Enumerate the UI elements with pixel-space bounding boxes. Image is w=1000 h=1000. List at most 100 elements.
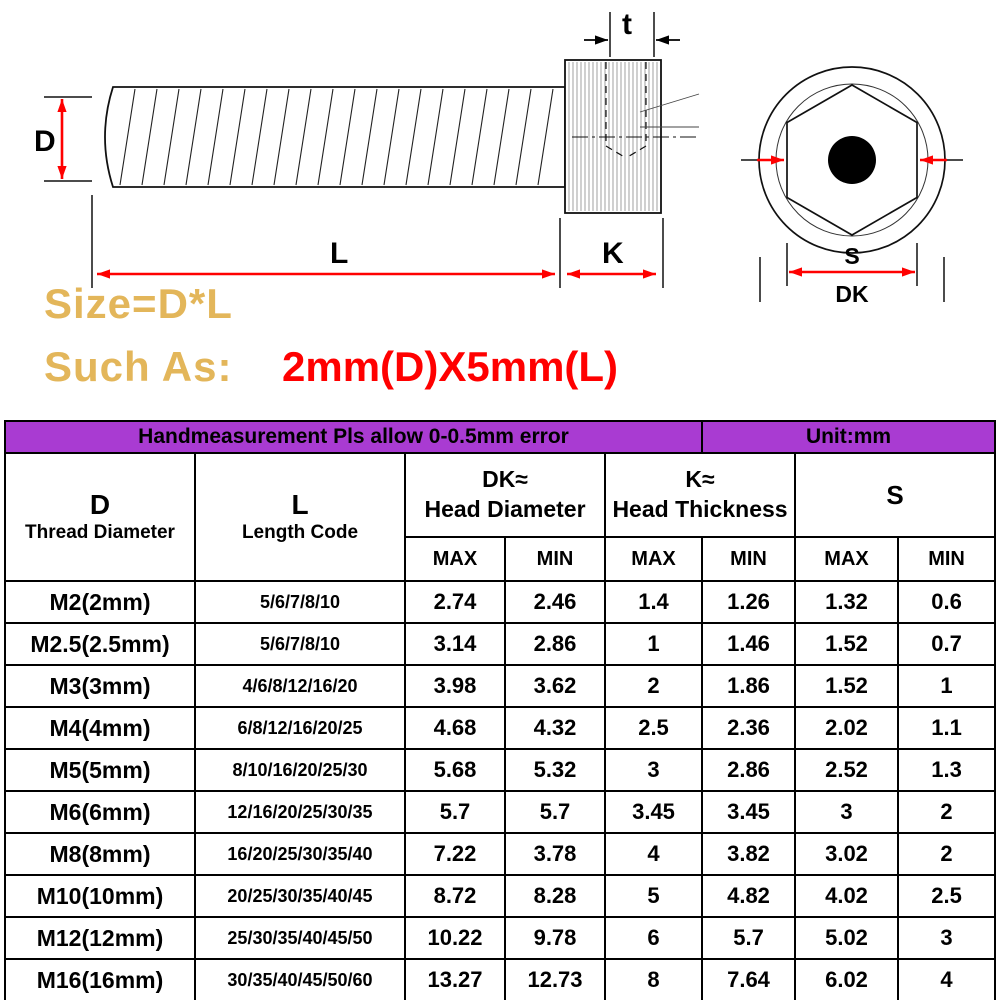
cell-length-code: 30/35/40/45/50/60 xyxy=(194,958,406,1000)
header-row: D Thread Diameter L Length Code DK≈ Head… xyxy=(4,452,997,582)
col-header-l: L Length Code xyxy=(194,452,406,582)
cell-dk-min: 12.73 xyxy=(504,958,606,1000)
col-header-k-title: K≈ xyxy=(685,466,715,493)
screw-shaft xyxy=(104,86,566,188)
table-row: M10(10mm) 20/25/30/35/40/45 8.72 8.28 5 … xyxy=(4,874,997,918)
cell-dk-max: 4.68 xyxy=(404,706,506,750)
cell-dk-max: 10.22 xyxy=(404,916,506,960)
dk-min-header: MIN xyxy=(504,536,606,582)
col-header-dk-sub: Head Diameter xyxy=(424,496,586,522)
cell-thread-diameter: M2(2mm) xyxy=(4,580,196,624)
cell-s-min: 2 xyxy=(897,790,997,834)
cell-k-max: 1.4 xyxy=(603,580,704,624)
size-formula-text: Size=D*L xyxy=(44,280,233,327)
cell-dk-min: 5.7 xyxy=(504,790,606,834)
col-header-k-sub: Head Thickness xyxy=(612,496,788,522)
cell-length-code: 12/16/20/25/30/35 xyxy=(194,790,406,834)
cell-s-min: 1.1 xyxy=(897,706,997,750)
table-row: M4(4mm) 6/8/12/16/20/25 4.68 4.32 2.5 2.… xyxy=(4,706,997,750)
k-max-header: MAX xyxy=(603,536,704,582)
cell-s-min: 2.5 xyxy=(897,874,997,918)
size-example-text: 2mm(D)X5mm(L) xyxy=(282,343,618,390)
cell-k-max: 3 xyxy=(603,748,704,792)
cell-dk-min: 3.78 xyxy=(504,832,606,876)
cell-length-code: 6/8/12/16/20/25 xyxy=(194,706,406,750)
cell-k-min: 1.26 xyxy=(701,580,797,624)
cell-k-min: 2.36 xyxy=(701,706,797,750)
dim-label-t: t xyxy=(622,8,632,41)
k-min-header: MIN xyxy=(701,536,797,582)
cell-dk-min: 2.86 xyxy=(504,622,606,666)
screw-threads xyxy=(119,88,554,186)
col-header-d-title: D xyxy=(89,488,111,520)
cell-s-max: 4.02 xyxy=(794,874,900,918)
cell-s-max: 2.52 xyxy=(794,748,900,792)
hex-socket xyxy=(786,84,918,236)
col-header-l-sub: Length Code xyxy=(241,521,359,543)
dimension-arrows xyxy=(57,35,947,279)
cell-dk-min: 3.62 xyxy=(504,664,606,708)
cell-dk-max: 3.98 xyxy=(404,664,506,708)
cell-k-min: 1.46 xyxy=(701,622,797,666)
cell-k-max: 5 xyxy=(603,874,704,918)
cell-dk-max: 13.27 xyxy=(404,958,506,1000)
cell-dk-min: 4.32 xyxy=(504,706,606,750)
cell-s-max: 6.02 xyxy=(794,958,900,1000)
dk-max-header: MAX xyxy=(404,536,506,582)
col-header-k: K≈ Head Thickness xyxy=(603,452,797,538)
cell-s-max: 2.02 xyxy=(794,706,900,750)
dim-label-dk: DK xyxy=(835,281,869,307)
table-row: M3(3mm) 4/6/8/12/16/20 3.98 3.62 2 1.86 … xyxy=(4,664,997,708)
cell-k-max: 2.5 xyxy=(603,706,704,750)
extension-lines xyxy=(44,12,963,302)
cell-s-max: 1.32 xyxy=(794,580,900,624)
cell-thread-diameter: M16(16mm) xyxy=(4,958,196,1000)
spec-table: Handmeasurement Pls allow 0-0.5mm error … xyxy=(3,420,997,1000)
cell-length-code: 20/25/30/35/40/45 xyxy=(194,874,406,918)
cell-k-min: 2.86 xyxy=(701,748,797,792)
such-as-text: Such As: xyxy=(44,343,232,390)
cell-dk-max: 3.14 xyxy=(404,622,506,666)
center-hole xyxy=(828,136,876,184)
banner-unit: Unit:mm xyxy=(701,420,997,454)
cell-k-min: 1.86 xyxy=(701,664,797,708)
cell-k-min: 3.45 xyxy=(701,790,797,834)
table-row: M8(8mm) 16/20/25/30/35/40 7.22 3.78 4 3.… xyxy=(4,832,997,876)
cell-k-max: 4 xyxy=(603,832,704,876)
table-row: M2(2mm) 5/6/7/8/10 2.74 2.46 1.4 1.26 1.… xyxy=(4,580,997,624)
col-header-dk: DK≈ Head Diameter xyxy=(404,452,606,538)
cell-dk-min: 8.28 xyxy=(504,874,606,918)
cell-length-code: 4/6/8/12/16/20 xyxy=(194,664,406,708)
banner-row: Handmeasurement Pls allow 0-0.5mm error … xyxy=(3,420,997,454)
cell-k-max: 8 xyxy=(603,958,704,1000)
cell-dk-min: 9.78 xyxy=(504,916,606,960)
table-row: M16(16mm) 30/35/40/45/50/60 13.27 12.73 … xyxy=(4,958,997,1000)
dim-label-s: S xyxy=(844,243,859,269)
cell-s-max: 3.02 xyxy=(794,832,900,876)
cell-s-max: 1.52 xyxy=(794,622,900,666)
cell-dk-max: 5.7 xyxy=(404,790,506,834)
cell-length-code: 25/30/35/40/45/50 xyxy=(194,916,406,960)
cell-thread-diameter: M12(12mm) xyxy=(4,916,196,960)
dim-label-d: D xyxy=(34,125,56,158)
cell-s-min: 4 xyxy=(897,958,997,1000)
cell-dk-max: 8.72 xyxy=(404,874,506,918)
cell-k-min: 5.7 xyxy=(701,916,797,960)
cell-thread-diameter: M3(3mm) xyxy=(4,664,196,708)
cell-length-code: 16/20/25/30/35/40 xyxy=(194,832,406,876)
cell-s-max: 5.02 xyxy=(794,916,900,960)
col-header-l-title: L xyxy=(291,488,309,520)
screw-front-view xyxy=(758,66,946,254)
screw-diagram: D t L K S DK Size=D*L Such As: 2mm(D)X5m… xyxy=(34,8,963,390)
cell-thread-diameter: M4(4mm) xyxy=(4,706,196,750)
cell-length-code: 8/10/16/20/25/30 xyxy=(194,748,406,792)
cell-dk-min: 5.32 xyxy=(504,748,606,792)
table-row: M6(6mm) 12/16/20/25/30/35 5.7 5.7 3.45 3… xyxy=(4,790,997,834)
cell-s-max: 1.52 xyxy=(794,664,900,708)
cell-dk-max: 7.22 xyxy=(404,832,506,876)
col-header-dk-title: DK≈ xyxy=(482,466,528,493)
cell-dk-min: 2.46 xyxy=(504,580,606,624)
banner-measurement-note: Handmeasurement Pls allow 0-0.5mm error xyxy=(3,420,704,454)
table-row: M12(12mm) 25/30/35/40/45/50 10.22 9.78 6… xyxy=(4,916,997,960)
